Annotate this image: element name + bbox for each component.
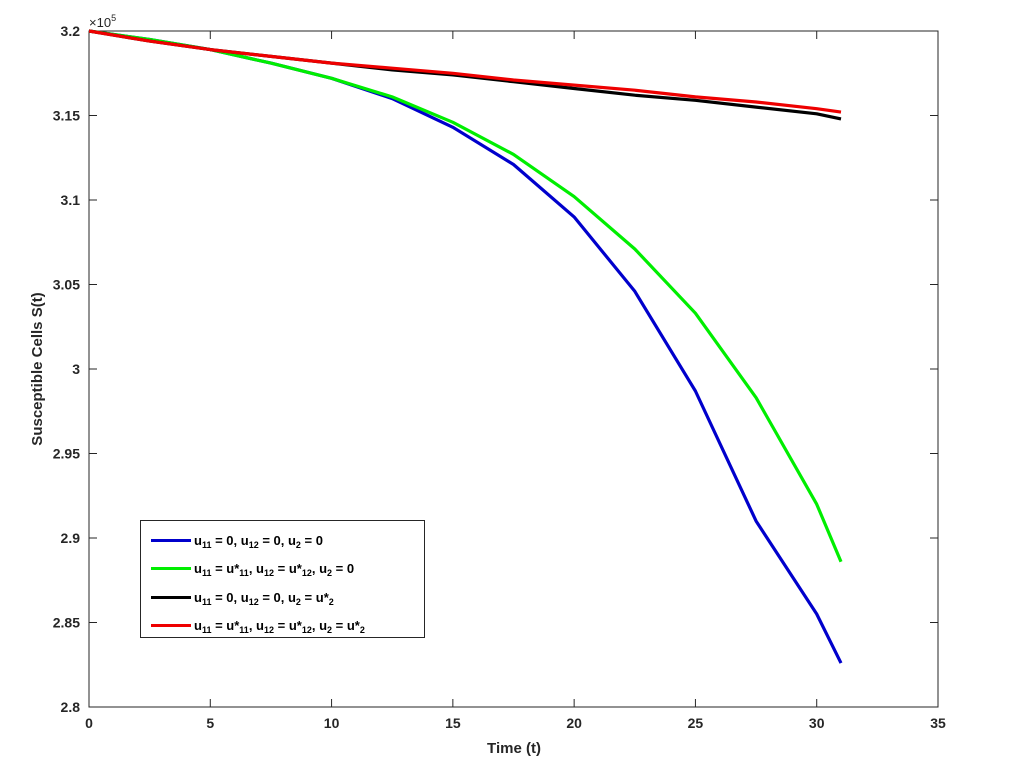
x-tick-label: 10	[324, 715, 340, 731]
legend-line-swatch	[151, 567, 191, 571]
y-axis-label: Susceptible Cells S(t)	[29, 292, 46, 445]
y-tick-label: 3.15	[53, 108, 80, 124]
legend-entry-2: u11 = u*11, u12 = u*12, u2 = 0	[141, 555, 424, 584]
legend-label: u11 = 0, u12 = 0, u2 = 0	[194, 532, 323, 550]
x-tick-label: 30	[809, 715, 825, 731]
x-tick-label: 0	[85, 715, 93, 731]
legend-entry-4: u11 = u*11, u12 = u*12, u2 = u*2	[141, 612, 424, 641]
y-tick-label: 2.95	[53, 446, 80, 462]
y-tick-label: 2.85	[53, 615, 80, 631]
legend-entry-1: u11 = 0, u12 = 0, u2 = 0	[141, 526, 424, 555]
legend-line-swatch	[151, 624, 191, 628]
legend: u11 = 0, u12 = 0, u2 = 0 u11 = u*11, u12 …	[140, 520, 425, 638]
legend-label: u11 = 0, u12 = 0, u2 = u*2	[194, 589, 334, 607]
y-tick-label: 2.9	[61, 530, 81, 546]
x-tick-label: 20	[566, 715, 582, 731]
x-tick-label: 5	[206, 715, 214, 731]
y-tick-label: 3.2	[61, 23, 81, 39]
y-exponent-label: ×105	[89, 13, 116, 30]
legend-entry-3: u11 = 0, u12 = 0, u2 = u*2	[141, 583, 424, 612]
y-tick-label: 2.8	[61, 699, 81, 715]
series-lines	[88, 29, 843, 664]
x-tick-label: 25	[688, 715, 704, 731]
y-tick-label: 3.05	[53, 277, 80, 293]
legend-label: u11 = u*11, u12 = u*12, u2 = 0	[194, 561, 355, 579]
legend-label: u11 = u*11, u12 = u*12, u2 = u*2	[194, 618, 365, 636]
x-axis-label: Time (t)	[487, 740, 541, 757]
x-tick-label: 15	[445, 715, 461, 731]
y-tick-label: 3	[72, 361, 80, 377]
series-line-4	[88, 29, 842, 114]
y-tick-label: 3.1	[61, 192, 81, 208]
legend-line-swatch	[151, 538, 191, 542]
axis-ticks	[88, 30, 939, 708]
axis-tick-labels: 0 5 10 15 20 25 30 35 2.8 2.85 2.9 2.95 3 3.05 3.1 3.15…	[53, 23, 946, 731]
x-tick-label: 35	[930, 715, 946, 731]
legend-line-swatch	[151, 595, 191, 599]
y-exponent-power: 5	[111, 13, 116, 23]
